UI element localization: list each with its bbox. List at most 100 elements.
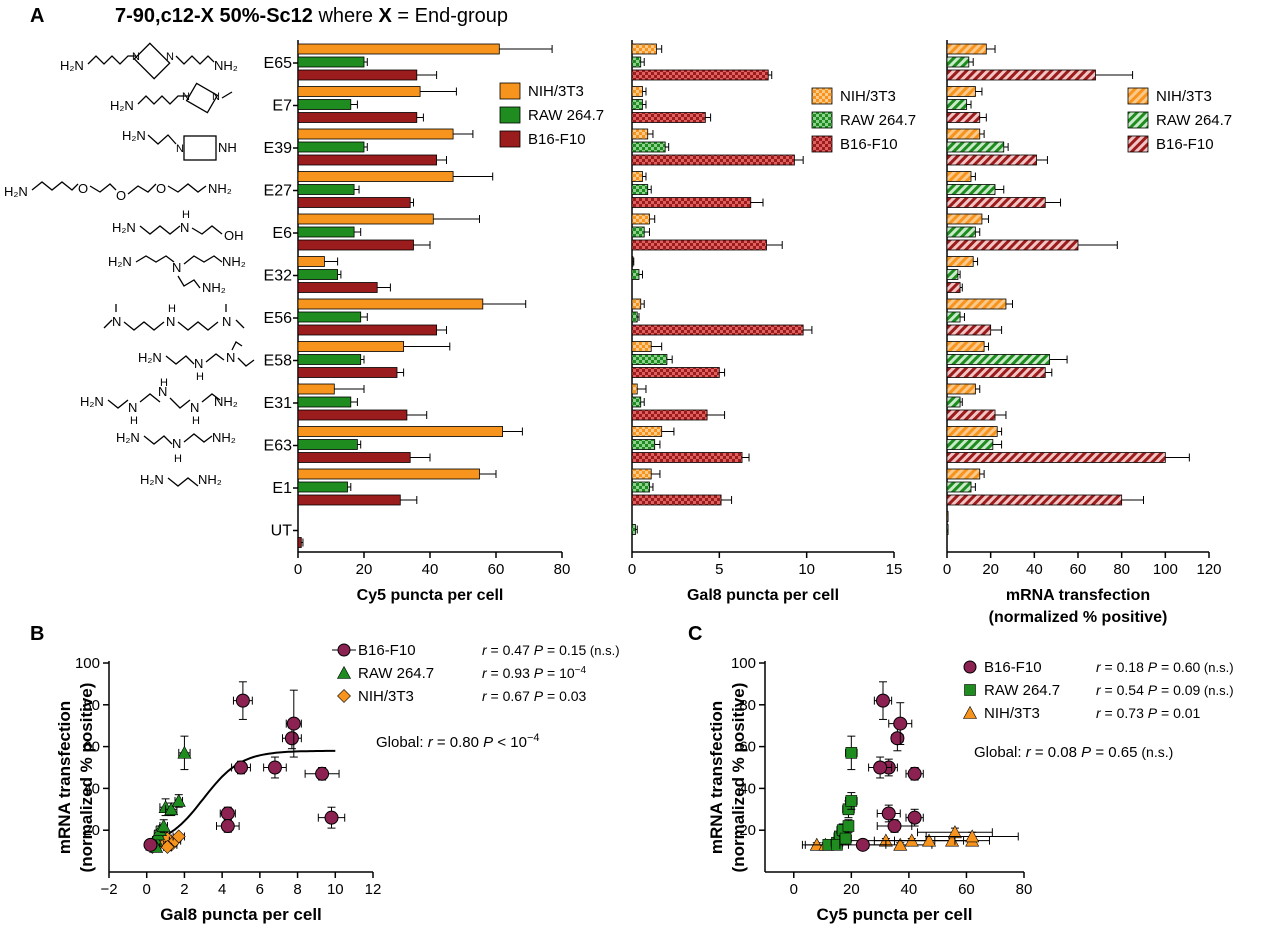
bar-raw-264-7	[631, 141, 666, 153]
legend-swatch	[499, 106, 521, 124]
bar-chart-mrna: 0 20 40 60 80 100 120 mRNA transfection (normali…	[943, 40, 1232, 626]
bar-b16-f10	[631, 452, 743, 463]
bar-raw-264-7	[297, 311, 362, 323]
bar-nih-3t3	[297, 213, 434, 225]
bar-b16-f10	[631, 154, 795, 166]
svg-text:H: H	[160, 377, 168, 389]
point-b16-f10	[907, 766, 922, 781]
bar-raw-264-7	[946, 354, 1051, 365]
structure-e58: H₂N N H N	[138, 341, 255, 383]
bar-raw-264-7	[631, 226, 645, 238]
bar-nih-3t3	[297, 86, 421, 97]
global-stat: Global: r = 0.80 P < 10−4	[376, 732, 540, 751]
bar-b16-f10	[297, 112, 418, 123]
legend-marker	[337, 643, 351, 657]
bar-nih-3t3	[297, 171, 454, 182]
structure-e39: H₂N N NH	[122, 128, 237, 161]
bar-nih-3t3	[297, 298, 484, 310]
bar-b16-f10	[297, 239, 414, 251]
global-stat: Global: r = 0.08 P = 0.65 (n.s.)	[974, 744, 1173, 761]
bar-nih-3t3	[631, 468, 652, 480]
bar-raw-264-7	[946, 524, 949, 535]
x-tick-label: 15	[886, 561, 903, 578]
bar-b16-f10	[946, 409, 996, 421]
legend-marker	[964, 684, 976, 696]
svg-text:H₂N: H₂N	[80, 394, 104, 409]
bar-raw-264-7	[946, 141, 1005, 153]
structure-e6: H₂N N H OH	[112, 209, 244, 243]
bar-b16-f10	[631, 197, 752, 208]
svg-text:OH: OH	[224, 228, 244, 243]
x-tick-label: 40	[901, 881, 918, 898]
x-tick-label: 4	[218, 881, 226, 898]
y-axis-label-2: (normalized % positive)	[77, 683, 96, 873]
bar-raw-264-7	[631, 439, 656, 450]
svg-text:N: N	[194, 356, 203, 371]
legend-stat: r = 0.73 P = 0.01	[1096, 705, 1201, 721]
point-raw-264-7	[164, 802, 179, 816]
bar-nih-3t3	[946, 341, 985, 352]
bar-b16-f10	[946, 112, 981, 123]
svg-text:O: O	[116, 188, 126, 203]
point-b16-f10	[873, 760, 888, 775]
bar-raw-264-7	[946, 396, 961, 408]
bar-nih-3t3	[631, 341, 652, 352]
bar-nih-3t3	[297, 383, 335, 395]
bar-nih-3t3	[946, 43, 987, 55]
svg-text:NH₂: NH₂	[212, 430, 236, 445]
legend-marker	[962, 705, 978, 719]
x-tick-label: −2	[100, 881, 117, 898]
bar-nih-3t3	[297, 128, 454, 140]
scatter-chart-cy5: 0 20 40 60 80 20 40 60 80 100 Cy5 puncta per cell m…	[707, 655, 1234, 924]
bar-raw-264-7	[297, 99, 352, 110]
x-tick-label: 0	[943, 561, 951, 578]
svg-text:N: N	[128, 400, 137, 415]
svg-text:NH₂: NH₂	[202, 280, 226, 295]
svg-text:N: N	[190, 400, 199, 415]
structure-e31: H₂N N H N H N H NH₂	[80, 377, 238, 427]
point-b16-f10	[324, 810, 339, 825]
figure-title: 7-90,c12-X 50%-Sc12 where X = End-group	[115, 5, 508, 27]
bar-raw-264-7	[297, 184, 355, 195]
category-label: E32	[264, 268, 293, 285]
legend-label: NIH/3T3	[840, 88, 896, 105]
bar-nih-3t3	[631, 128, 649, 140]
category-label: E1	[272, 480, 292, 497]
svg-text:H₂N: H₂N	[140, 472, 164, 487]
y-tick-label: 60	[83, 739, 100, 756]
legend-stat: r = 0.54 P = 0.09 (n.s.)	[1096, 682, 1234, 698]
x-axis-label: Gal8 puncta per cell	[160, 905, 322, 924]
category-label: UT	[271, 523, 293, 540]
bar-raw-264-7	[297, 141, 365, 153]
bar-b16-f10	[297, 69, 418, 81]
x-tick-label: 60	[958, 881, 975, 898]
bar-nih-3t3	[946, 511, 949, 522]
structure-e63: H₂N N H NH₂	[116, 430, 236, 465]
bar-nih-3t3	[946, 426, 998, 437]
legend-label: B16-F10	[1156, 136, 1214, 153]
svg-text:NH: NH	[218, 140, 237, 155]
bar-raw-264-7	[631, 396, 642, 408]
category-label: E6	[272, 225, 292, 242]
bar-raw-264-7	[946, 269, 959, 280]
bar-raw-264-7	[631, 311, 638, 323]
svg-text:H: H	[182, 209, 190, 221]
bar-raw-264-7	[946, 99, 968, 110]
x-tick-label: 40	[1026, 561, 1043, 578]
svg-text:H₂N: H₂N	[108, 254, 132, 269]
bar-nih-3t3	[631, 383, 638, 395]
structure-e32: H₂N N NH₂ NH₂	[108, 254, 246, 295]
panel-label-b: B	[30, 623, 44, 645]
point-b16-f10	[234, 760, 248, 775]
legend-swatch	[499, 130, 521, 148]
x-axis-label: Cy5 puncta per cell	[817, 905, 973, 924]
point-b16-f10	[907, 810, 922, 825]
category-label: E39	[264, 140, 293, 157]
point-b16-f10	[315, 766, 330, 781]
bar-b16-f10	[946, 69, 1096, 81]
x-tick-label: 80	[1113, 561, 1130, 578]
point-b16-f10	[220, 806, 235, 821]
legend-marker	[963, 660, 977, 674]
bar-nih-3t3	[946, 256, 974, 267]
point-b16-f10	[887, 819, 902, 834]
